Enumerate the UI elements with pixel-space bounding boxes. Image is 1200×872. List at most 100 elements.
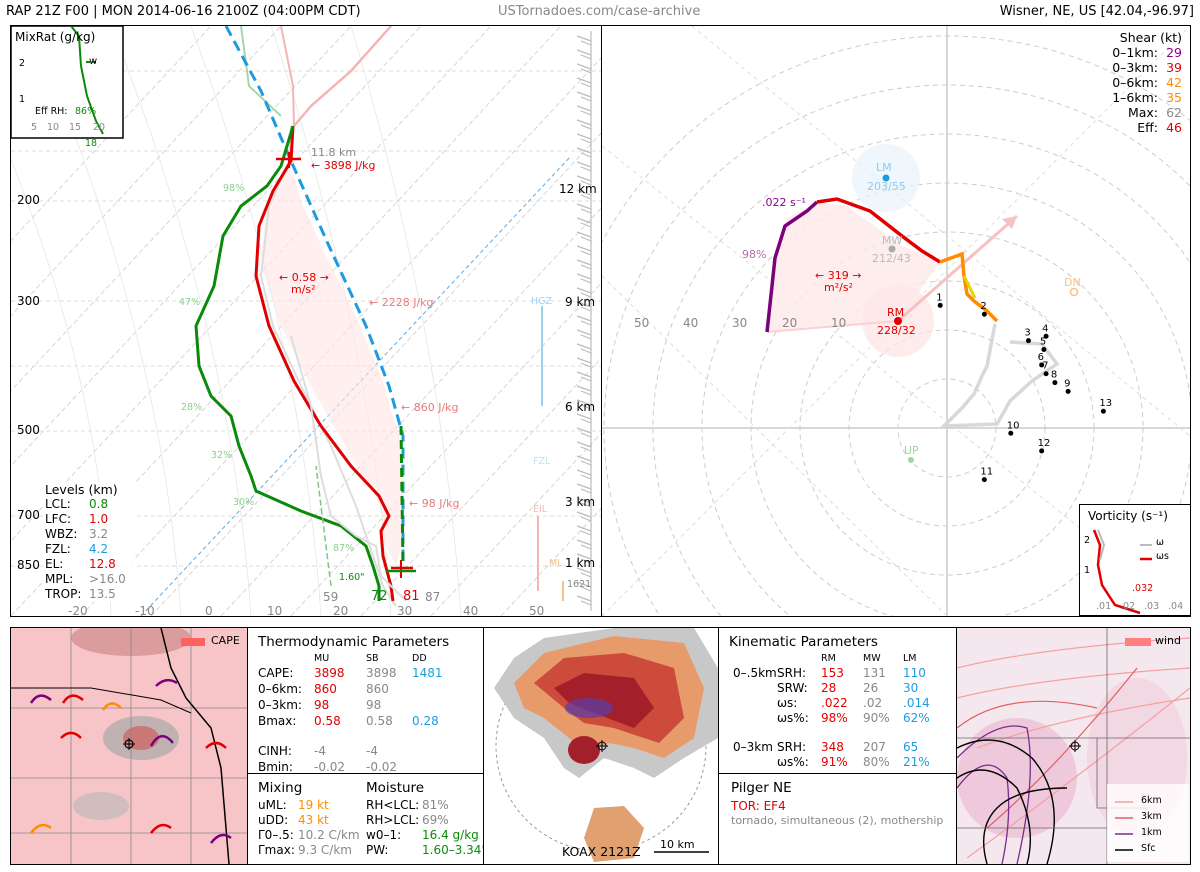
wind-barb: [576, 595, 592, 606]
hodo-point: [937, 302, 943, 308]
vorticity-title: Vorticity (s⁻¹): [1088, 509, 1168, 523]
kin-value: 98%: [821, 711, 848, 725]
vorticity-inset: Vorticity (s⁻¹) ω ωs 2 1 .032 .01 .02 .0…: [1079, 504, 1190, 616]
wind-legend-1km: 1km: [1141, 827, 1162, 838]
hodo-point: [1065, 388, 1071, 394]
hodo-point-label: 7: [1042, 361, 1048, 372]
wind-barb: [576, 455, 592, 466]
thermo-col-sb: SB: [366, 653, 379, 664]
mixing-key: uML:: [258, 798, 287, 812]
thermo-key: Bmin:: [258, 760, 293, 774]
mw-label: MW: [882, 234, 903, 247]
vorticity-legend-omegas: ωs: [1156, 551, 1169, 562]
srh-unit: m²/s²: [824, 281, 853, 294]
hodo-ring-30: 30: [732, 316, 748, 330]
levels-key: LFC:: [45, 512, 72, 526]
levels-key: EL:: [45, 557, 64, 571]
kin-key: ωs:: [777, 696, 798, 710]
wind-barb: [576, 329, 592, 340]
vorticity-legend-omega: ω: [1156, 537, 1164, 548]
wind-barb: [576, 119, 592, 130]
hodo-point: [1052, 380, 1058, 386]
wind-barb: [576, 133, 592, 144]
wind-barb: [576, 287, 592, 298]
rh-28: 28%: [181, 402, 203, 413]
skewt-svg: [11, 26, 601, 616]
levels-row: WBZ: 3.2: [43, 527, 135, 542]
thermo-value: -4: [366, 744, 378, 758]
temp-tick-20: 20: [333, 604, 349, 617]
shear-key: 0–6km:: [1112, 75, 1158, 90]
shear-key: Eff:: [1137, 120, 1158, 135]
moisture-key: RH<LCL:: [366, 798, 420, 812]
shear-key: 0–1km:: [1112, 45, 1158, 60]
wind-legend-sfc: Sfc: [1141, 843, 1156, 854]
cape-map[interactable]: CAPE: [10, 627, 248, 865]
thermo-value: 3898: [314, 666, 345, 680]
mixrat-tick-20: 20: [93, 122, 106, 133]
hodo-point: [1039, 448, 1045, 454]
height-3km: 3 km: [565, 495, 596, 509]
vorticity-tick-02: .02: [1120, 601, 1136, 612]
mixrat-value: 18: [85, 138, 98, 149]
kinematic-col-rm: RM: [821, 653, 836, 664]
levels-box: Levels (km) LCL: 0.8 LFC: 1.0 WBZ: 3.2 FZL: 4.2…: [43, 482, 135, 602]
sfc-wb: 87: [425, 590, 441, 604]
mu-cape-label: ← 3898 J/kg: [311, 159, 376, 172]
wind-barb: [576, 259, 592, 270]
thermo-value: 0.28: [412, 714, 439, 728]
hodo-ring-10: 10: [831, 316, 847, 330]
hodo-point-label: 13: [1099, 398, 1112, 409]
event-panel: Pilger NE TOR: EF4 tornado, simultaneous…: [718, 773, 958, 865]
radar-label: KOAX 2121Z: [562, 844, 641, 859]
kinematic-layer1: 0–.5km: [733, 666, 777, 680]
temp-tick-0: 0: [205, 604, 213, 617]
rh-87: 87%: [333, 543, 355, 554]
mixing-value: 9.3 C/km: [298, 843, 352, 857]
header-left: RAP 21Z F00 | MON 2014-06-16 2100Z (04:0…: [6, 4, 361, 19]
levels-value: 12.8: [89, 557, 116, 571]
hodo-point-label: 5: [1040, 336, 1046, 347]
cape-map-label: CAPE: [211, 634, 240, 647]
levels-rows: LCL: 0.8 LFC: 1.0 WBZ: 3.2 FZL: 4.2 EL: 12.8 MPL: >…: [43, 497, 135, 602]
event-desc: tornado, simultaneous (2), mothership: [731, 814, 944, 827]
hodo-point: [1025, 338, 1031, 344]
kin-value: .022: [821, 696, 848, 710]
mixing-key: Γ0–.5:: [258, 828, 294, 842]
kin-value: 30: [903, 681, 919, 695]
thermo-value: 1481: [412, 666, 443, 680]
wind-map[interactable]: wind 6km 3km 1km Sfc: [956, 627, 1191, 865]
shear-row: 0–6km: 42: [1112, 75, 1182, 90]
hodo-point: [1100, 408, 1106, 414]
wind-barb: [576, 483, 592, 494]
wind-barb: [576, 539, 592, 550]
radar-panel[interactable]: KOAX 2121Z 10 km: [483, 627, 719, 865]
ml-label: ML: [549, 558, 563, 569]
kin-value: 80%: [863, 755, 890, 769]
wind-barb: [576, 371, 592, 382]
vorticity-y2: 2: [1084, 535, 1091, 546]
header-center[interactable]: USTornadoes.com/case-archive: [498, 4, 701, 19]
shear-row: Eff: 46: [1112, 120, 1182, 135]
wind-barb: [576, 217, 592, 228]
levels-value: >16.0: [89, 572, 126, 586]
rm-value: 228/32: [877, 324, 916, 337]
shear-row: 0–3km: 39: [1112, 60, 1182, 75]
wind-barb: [576, 91, 592, 102]
kinematic-panel: Kinematic Parameters RM MW LM 0–.5km 0–3…: [718, 627, 958, 775]
header-right: Wisner, NE, US [42.04,-96.97]: [999, 4, 1194, 19]
up-marker: [908, 457, 914, 463]
pressure-850: 850: [17, 558, 40, 572]
wind-barb: [576, 105, 592, 116]
thermo-value: 98: [366, 698, 382, 712]
kin-value: 21%: [903, 755, 930, 769]
levels-value: 3.2: [89, 527, 109, 541]
sfc-59: 59: [323, 590, 339, 604]
hodo-ring-40: 40: [683, 316, 699, 330]
levels-key: WBZ:: [45, 527, 78, 541]
temp-tick-50: 50: [529, 604, 545, 617]
thermo-key: 0–3km:: [258, 698, 302, 712]
eil-label: EIL: [533, 504, 548, 515]
skewt-panel: MixRat (g/kg) w 2 1 Eff RH: 86% 5 10 15 …: [10, 25, 602, 617]
